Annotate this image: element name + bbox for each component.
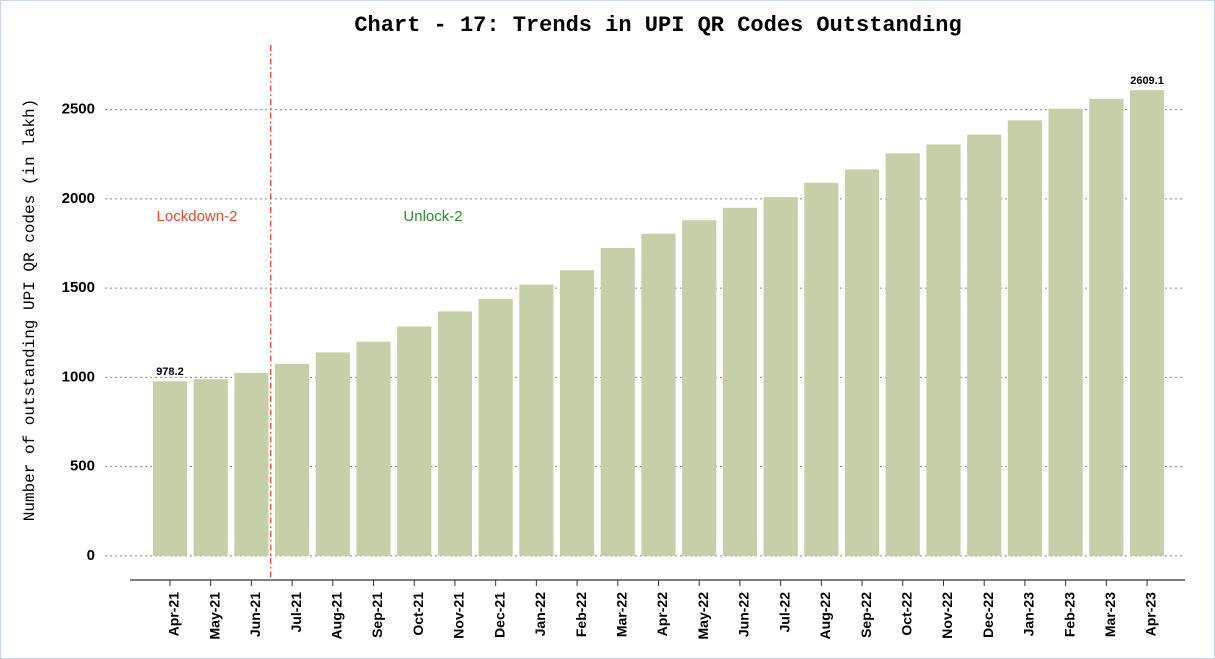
x-tick-label: Feb-22 bbox=[573, 592, 589, 637]
bar bbox=[397, 326, 432, 556]
annotation: Lockdown-2 bbox=[157, 208, 238, 225]
x-tick-label: Sep-21 bbox=[369, 592, 385, 638]
y-tick-label: 1000 bbox=[62, 368, 95, 385]
bar bbox=[234, 372, 269, 556]
bar bbox=[315, 352, 350, 556]
bar bbox=[519, 284, 554, 556]
y-axis-title: Number of outstanding UPI QR codes (in l… bbox=[21, 99, 39, 521]
bar bbox=[967, 134, 1002, 556]
x-tick-label: Jun-22 bbox=[736, 592, 752, 637]
x-tick-label: Jul-22 bbox=[776, 592, 792, 633]
bar bbox=[722, 207, 758, 556]
value-label: 2609.1 bbox=[1130, 75, 1164, 87]
x-tick-label: May-22 bbox=[695, 592, 711, 640]
annotation: Unlock-2 bbox=[403, 208, 462, 225]
x-tick-label: Apr-23 bbox=[1143, 592, 1159, 637]
bar bbox=[844, 169, 880, 556]
x-tick-label: Aug-22 bbox=[817, 592, 833, 640]
bar bbox=[641, 233, 676, 556]
x-tick-label: Oct-21 bbox=[410, 592, 426, 636]
bar bbox=[152, 381, 188, 556]
bar bbox=[600, 247, 635, 556]
x-tick-label: Jan-23 bbox=[1021, 592, 1037, 637]
bar bbox=[885, 153, 920, 556]
value-label: 978.2 bbox=[156, 366, 184, 378]
x-tick-label: Apr-22 bbox=[654, 592, 670, 637]
x-tick-label: Nov-22 bbox=[939, 592, 955, 639]
x-tick-label: Jan-22 bbox=[532, 592, 548, 637]
x-tick-label: May-21 bbox=[206, 592, 222, 640]
x-tick-label: Nov-21 bbox=[451, 592, 467, 639]
bar bbox=[356, 341, 391, 556]
x-tick-label: Feb-23 bbox=[1061, 592, 1077, 637]
x-tick-label: Jun-21 bbox=[247, 592, 263, 637]
x-tick-label: Apr-21 bbox=[166, 592, 182, 637]
x-tick-label: Mar-22 bbox=[613, 592, 629, 637]
chart-title: Chart - 17: Trends in UPI QR Codes Outst… bbox=[354, 13, 961, 38]
bar bbox=[1089, 98, 1124, 556]
bar bbox=[926, 144, 961, 556]
bar bbox=[682, 220, 717, 556]
bar bbox=[478, 298, 513, 556]
bar bbox=[1007, 120, 1043, 556]
y-tick-label: 0 bbox=[87, 547, 95, 564]
y-tick-label: 500 bbox=[70, 458, 95, 475]
bar bbox=[1129, 90, 1165, 556]
x-tick-label: Oct-22 bbox=[898, 592, 914, 636]
bar bbox=[437, 311, 473, 556]
x-tick-label: Aug-21 bbox=[329, 592, 345, 640]
y-tick-label: 1500 bbox=[62, 279, 95, 296]
x-tick-label: Dec-22 bbox=[980, 592, 996, 638]
y-tick-label: 2000 bbox=[62, 190, 95, 207]
bar bbox=[274, 364, 310, 556]
x-tick-label: Mar-23 bbox=[1102, 592, 1118, 637]
bar bbox=[559, 270, 595, 556]
bar bbox=[763, 197, 798, 556]
bar bbox=[193, 379, 228, 556]
bar bbox=[1048, 108, 1083, 556]
x-tick-label: Dec-21 bbox=[491, 592, 507, 638]
bar bbox=[804, 182, 839, 556]
x-tick-label: Sep-22 bbox=[858, 592, 874, 638]
x-tick-label: Jul-21 bbox=[288, 592, 304, 633]
y-tick-label: 2500 bbox=[62, 101, 95, 118]
